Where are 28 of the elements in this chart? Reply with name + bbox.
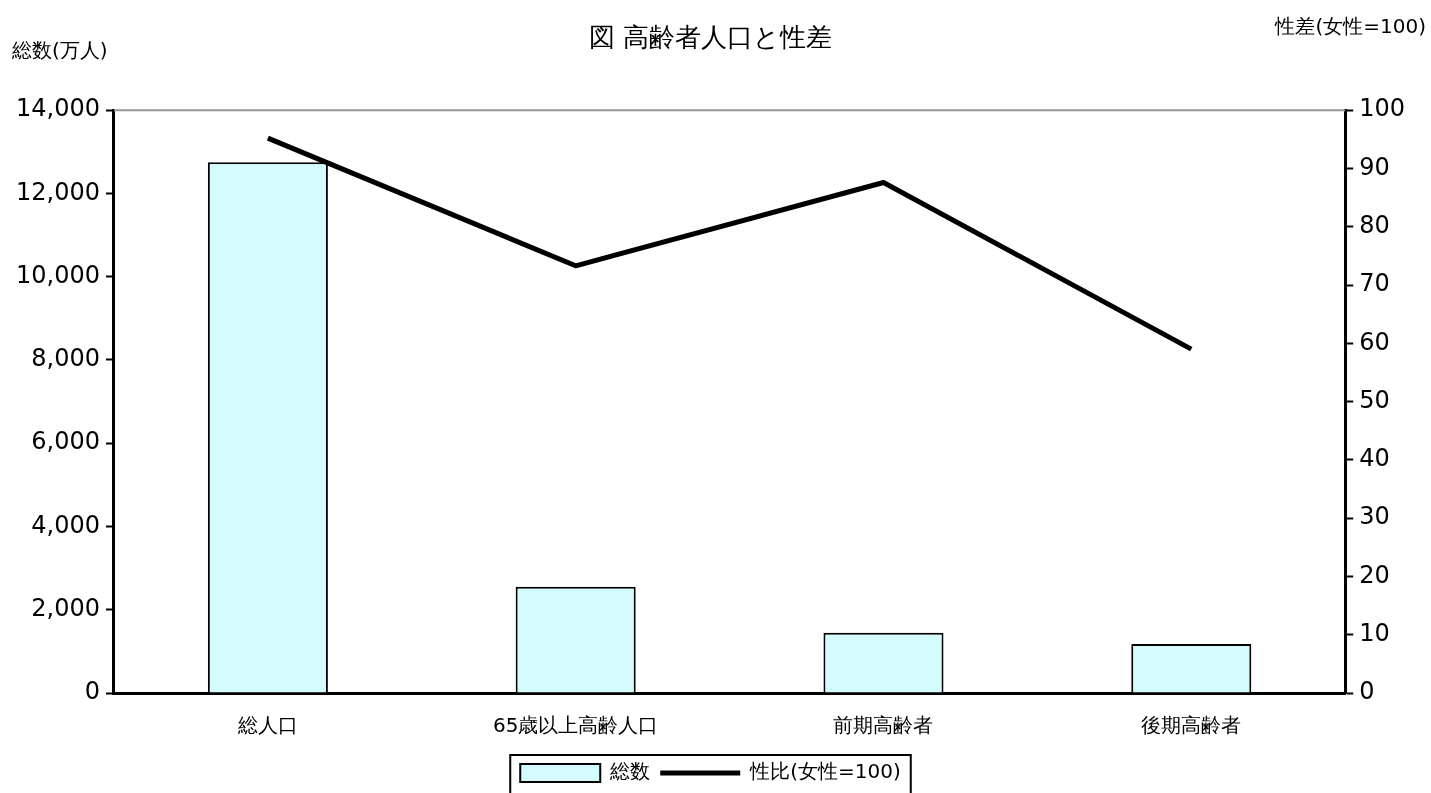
y2-tick-label: 90 xyxy=(1359,152,1390,181)
y-tick-label: 0 xyxy=(84,677,100,706)
y2-tick-label: 70 xyxy=(1359,269,1390,298)
y2-tick-label: 50 xyxy=(1359,385,1390,414)
y-tick-label: 6,000 xyxy=(31,427,100,456)
x-tick-label: 後期高齢者 xyxy=(1141,713,1242,738)
y-tick-label: 4,000 xyxy=(31,510,100,539)
y2-tick-label: 10 xyxy=(1359,618,1390,647)
x-tick-label: 前期高齢者 xyxy=(833,713,934,738)
legend-label: 総数 xyxy=(609,759,651,784)
y2-tick-label: 20 xyxy=(1359,560,1390,589)
y2-axis-title: 性差(女性=100) xyxy=(1274,14,1426,39)
y2-tick-label: 100 xyxy=(1359,94,1405,123)
y2-tick-label: 40 xyxy=(1359,444,1390,473)
y-tick-label: 14,000 xyxy=(15,94,100,123)
y2-tick-label: 0 xyxy=(1359,677,1375,706)
y-tick-label: 8,000 xyxy=(31,344,100,373)
y-tick-label: 12,000 xyxy=(15,177,100,206)
y2-tick-label: 30 xyxy=(1359,502,1390,531)
y-tick-label: 2,000 xyxy=(31,593,100,622)
legend-label: 性比(女性=100) xyxy=(749,759,901,784)
x-tick-label: 総人口 xyxy=(236,713,298,738)
y2-tick-label: 60 xyxy=(1359,327,1390,356)
y2-tick-label: 80 xyxy=(1359,210,1390,239)
y-tick-label: 10,000 xyxy=(15,260,100,289)
chart-title: 図 高齢者人口と性差 xyxy=(588,22,833,53)
y-axis-title: 総数(万人) xyxy=(11,38,108,63)
x-tick-label: 65歳以上高齢人口 xyxy=(492,713,659,738)
